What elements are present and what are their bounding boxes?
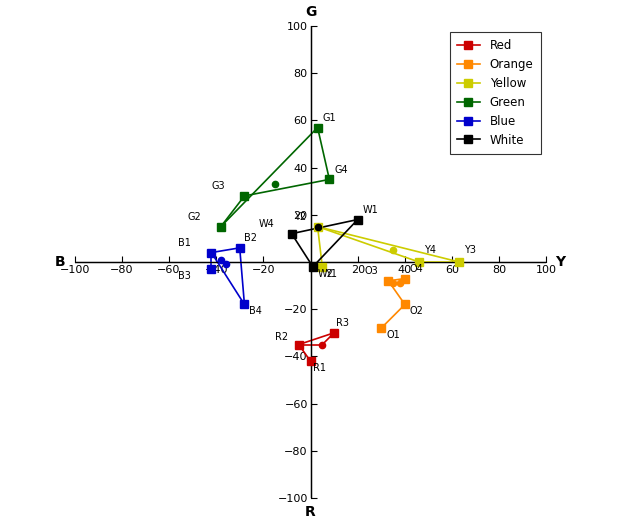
Text: G1: G1 [322,113,336,123]
Text: Y: Y [556,255,566,269]
Text: Y3: Y3 [464,245,476,255]
Text: Y2: Y2 [294,212,306,222]
Text: G3: G3 [211,181,225,191]
Text: R1: R1 [313,363,326,373]
Text: B3: B3 [178,271,191,281]
Text: Y1: Y1 [325,268,337,279]
Text: W1: W1 [363,205,378,215]
Text: G2: G2 [188,212,202,222]
Text: G4: G4 [334,165,348,174]
Text: R: R [305,505,316,519]
Text: Y4: Y4 [424,245,436,255]
Text: B4: B4 [249,306,262,316]
Text: B: B [55,255,66,269]
Text: G: G [305,5,316,19]
Text: O2: O2 [410,306,424,316]
Text: W4: W4 [258,219,274,229]
Text: O1: O1 [386,330,400,340]
Text: O3: O3 [365,266,379,276]
Legend: Red, Orange, Yellow, Green, Blue, White: Red, Orange, Yellow, Green, Blue, White [450,32,540,154]
Text: B2: B2 [245,233,258,243]
Text: W2: W2 [317,268,333,279]
Text: B1: B1 [178,238,191,248]
Text: R2: R2 [275,332,288,342]
Text: O4: O4 [410,264,424,274]
Text: R3: R3 [337,318,350,328]
